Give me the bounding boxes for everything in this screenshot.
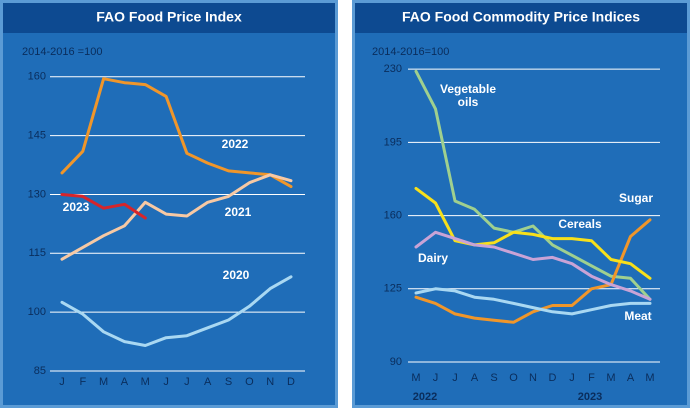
y-tick-label: 100 <box>28 306 46 318</box>
series-label-box: 2020 <box>222 269 250 282</box>
x-tick-label: J <box>163 376 169 388</box>
series-label-box: 2022 <box>221 138 249 151</box>
series-line <box>60 77 293 189</box>
series-label: 2022 <box>221 138 249 151</box>
x-tick-label: S <box>490 372 497 384</box>
series-label: Sugar <box>618 192 653 205</box>
unit-label: 2014-2016 =100 <box>22 46 102 58</box>
y-tick-label: 230 <box>384 63 402 75</box>
x-tick-label: M <box>99 376 108 388</box>
x-tick-label: M <box>645 372 654 384</box>
series-label: Cereals <box>558 218 602 231</box>
y-tick-label: 115 <box>28 247 46 259</box>
x-tick-label: A <box>627 372 635 384</box>
series-line <box>414 69 652 301</box>
x-tick-label: D <box>549 372 557 384</box>
series-label-box: 2021 <box>224 206 252 219</box>
series-line <box>60 275 293 347</box>
series-line <box>414 230 652 301</box>
x-tick-label: J <box>184 376 190 388</box>
series-label: 2020 <box>222 269 250 282</box>
x-tick-label: F <box>79 376 86 388</box>
y-tick-label: 195 <box>384 136 402 148</box>
x-tick-label: O <box>509 372 518 384</box>
chart-title: FAO Food Price Index <box>96 9 242 25</box>
x-tick-label: M <box>411 372 420 384</box>
panel-body <box>355 3 687 405</box>
x-tick-label: D <box>287 376 295 388</box>
x-tick-label: O <box>245 376 254 388</box>
x-tick-label: J <box>433 372 439 384</box>
x-tick-label: J <box>569 372 575 384</box>
series-label-box: Sugar <box>618 192 653 205</box>
series-line <box>414 287 652 316</box>
panel-header <box>355 3 687 33</box>
x-tick-label: A <box>471 372 479 384</box>
y-tick-label: 85 <box>34 365 46 377</box>
series-label: 2021 <box>224 206 252 219</box>
year-label: 2023 <box>578 391 602 403</box>
y-tick-label: 145 <box>28 130 46 142</box>
unit-label: 2014-2016=100 <box>372 46 449 58</box>
series-label: 2023 <box>62 201 90 214</box>
series-label-box: Meat <box>624 310 652 323</box>
x-tick-label: S <box>225 376 232 388</box>
y-tick-label: 90 <box>390 356 402 368</box>
y-tick-label: 160 <box>384 209 402 221</box>
x-tick-label: J <box>59 376 65 388</box>
x-tick-label: M <box>141 376 150 388</box>
y-tick-label: 160 <box>28 71 46 83</box>
chart-title: FAO Food Commodity Price Indices <box>402 9 640 25</box>
y-tick-label: 125 <box>384 283 402 295</box>
x-tick-label: A <box>204 376 212 388</box>
series-label-box: Vegetable oils <box>439 83 497 109</box>
x-tick-label: N <box>266 376 274 388</box>
x-tick-label: M <box>606 372 615 384</box>
x-tick-label: J <box>452 372 458 384</box>
y-tick-label: 130 <box>28 188 46 200</box>
series-label-box: Cereals <box>558 218 602 231</box>
series-line <box>414 186 652 280</box>
series-line <box>60 193 147 220</box>
x-tick-label: F <box>588 372 595 384</box>
panel-header <box>3 3 335 33</box>
series-label: Vegetable oils <box>439 83 497 109</box>
series-label-box: Dairy <box>417 252 449 265</box>
series-label: Meat <box>624 310 652 323</box>
x-tick-label: A <box>121 376 129 388</box>
series-line <box>60 173 293 261</box>
series-label-box: 2023 <box>62 201 90 214</box>
x-tick-label: N <box>529 372 537 384</box>
series-label: Dairy <box>417 252 449 265</box>
year-label: 2022 <box>413 391 437 403</box>
